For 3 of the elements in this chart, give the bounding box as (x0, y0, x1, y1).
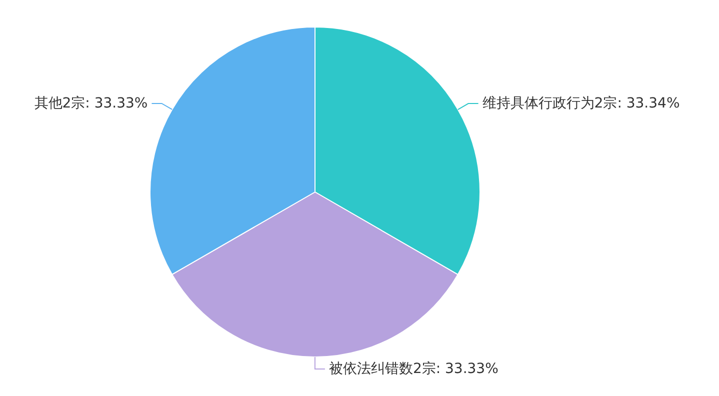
slice-label: 维持具体行政行为2宗: 33.34% (482, 96, 680, 112)
slice-label: 被依法纠错数2宗: 33.33% (328, 361, 498, 377)
slice-label: 其他2宗: 33.33% (34, 95, 148, 112)
